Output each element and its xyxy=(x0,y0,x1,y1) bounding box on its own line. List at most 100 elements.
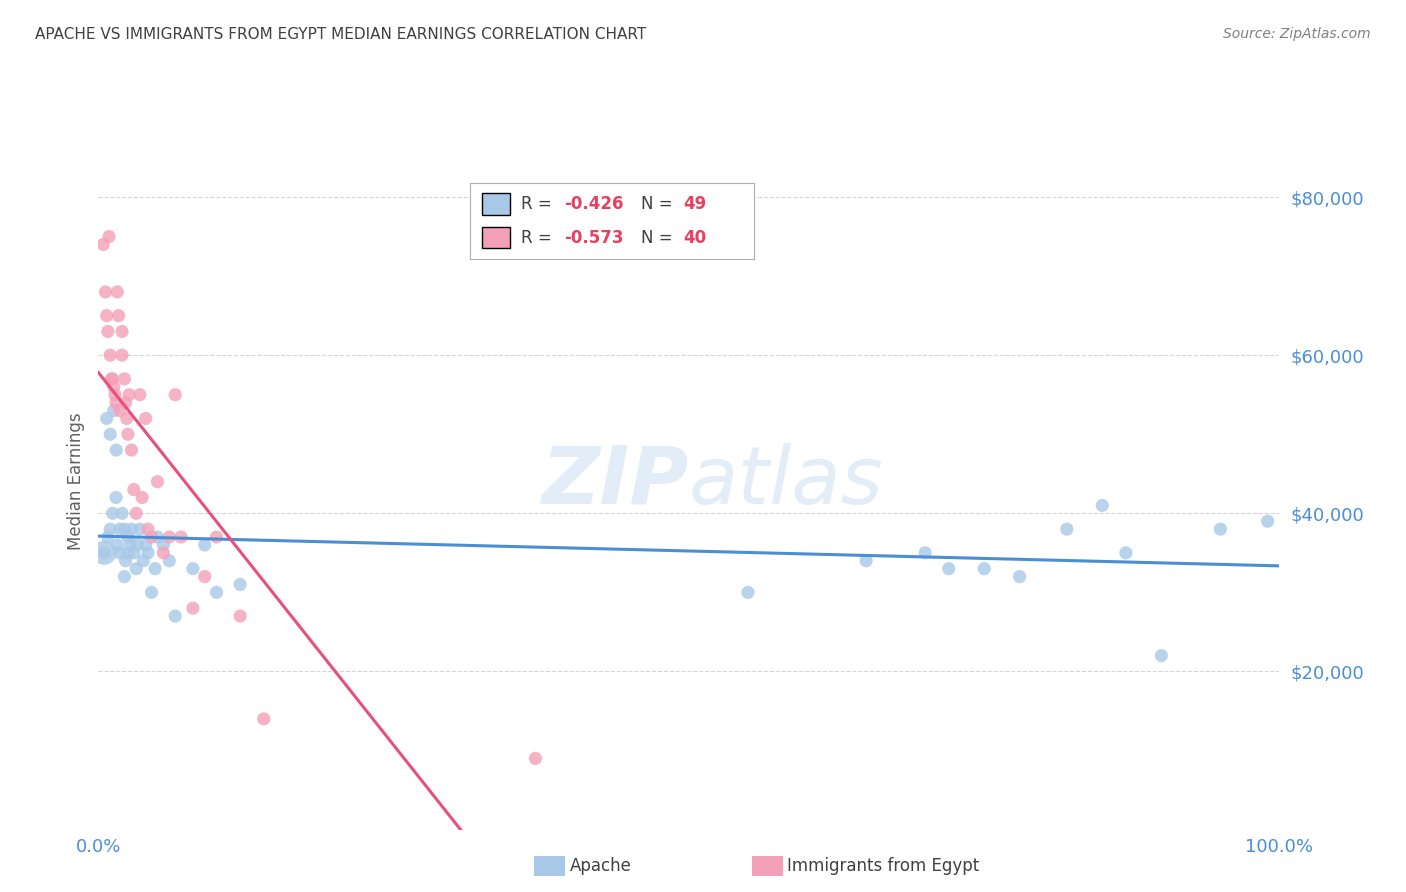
Point xyxy=(93,546,115,560)
Point xyxy=(143,562,166,576)
Point xyxy=(107,309,129,323)
Point xyxy=(111,325,134,339)
Text: N =: N = xyxy=(641,195,678,213)
Point xyxy=(91,237,114,252)
Point xyxy=(1115,546,1137,560)
Point xyxy=(115,411,138,425)
Point xyxy=(100,372,122,386)
Point xyxy=(103,403,125,417)
Point xyxy=(128,388,150,402)
Point xyxy=(122,483,145,497)
Point xyxy=(1008,569,1031,583)
Point xyxy=(114,395,136,409)
Text: -0.573: -0.573 xyxy=(564,228,623,246)
Point xyxy=(111,348,134,362)
Point xyxy=(108,522,131,536)
Text: 49: 49 xyxy=(683,195,706,213)
Point xyxy=(165,609,187,624)
Point xyxy=(112,372,135,386)
Point xyxy=(855,554,877,568)
Text: APACHE VS IMMIGRANTS FROM EGYPT MEDIAN EARNINGS CORRELATION CHART: APACHE VS IMMIGRANTS FROM EGYPT MEDIAN E… xyxy=(35,27,647,42)
Point xyxy=(205,530,228,544)
Point xyxy=(118,388,141,402)
Point xyxy=(141,585,163,599)
Point xyxy=(97,530,120,544)
Point xyxy=(121,443,143,458)
Point xyxy=(170,530,193,544)
Text: atlas: atlas xyxy=(689,442,884,521)
Text: Immigrants from Egypt: Immigrants from Egypt xyxy=(787,857,980,875)
Point xyxy=(194,538,217,552)
Point xyxy=(132,554,155,568)
Point xyxy=(1091,499,1114,513)
Point xyxy=(108,403,131,417)
Point xyxy=(146,475,169,489)
Point xyxy=(105,285,128,299)
Point xyxy=(157,554,180,568)
Point xyxy=(229,609,252,624)
Point xyxy=(117,530,139,544)
Point xyxy=(157,530,180,544)
Point xyxy=(103,380,125,394)
Point xyxy=(96,309,118,323)
Point xyxy=(128,522,150,536)
Point xyxy=(1257,514,1279,528)
Point xyxy=(973,562,995,576)
Point xyxy=(105,395,128,409)
FancyBboxPatch shape xyxy=(482,227,510,248)
Y-axis label: Median Earnings: Median Earnings xyxy=(66,413,84,550)
Point xyxy=(938,562,960,576)
Point xyxy=(146,530,169,544)
Point xyxy=(101,372,124,386)
Point xyxy=(1209,522,1232,536)
Point xyxy=(104,388,127,402)
Point xyxy=(112,569,135,583)
Point xyxy=(105,538,128,552)
Point xyxy=(229,577,252,591)
Point xyxy=(253,712,276,726)
Point xyxy=(181,601,204,615)
Point xyxy=(205,585,228,599)
Point xyxy=(194,569,217,583)
Point xyxy=(101,506,124,520)
Point xyxy=(121,522,143,536)
Point xyxy=(914,546,936,560)
Point xyxy=(97,325,120,339)
Point xyxy=(117,427,139,442)
Point xyxy=(125,562,148,576)
Text: R =: R = xyxy=(522,195,557,213)
Point xyxy=(105,443,128,458)
Text: Source: ZipAtlas.com: Source: ZipAtlas.com xyxy=(1223,27,1371,41)
Point xyxy=(136,546,159,560)
Point xyxy=(524,751,547,765)
Point xyxy=(135,411,157,425)
Point xyxy=(117,546,139,560)
Point xyxy=(1056,522,1078,536)
Text: 40: 40 xyxy=(683,228,706,246)
Point xyxy=(98,427,121,442)
Point xyxy=(98,348,121,362)
Point xyxy=(111,506,134,520)
Point xyxy=(181,562,204,576)
Point xyxy=(108,546,131,560)
Point xyxy=(127,538,149,552)
Point xyxy=(125,506,148,520)
Point xyxy=(141,530,163,544)
Point xyxy=(165,388,187,402)
Point xyxy=(105,491,128,505)
Point xyxy=(93,546,115,560)
Text: -0.426: -0.426 xyxy=(564,195,623,213)
Point xyxy=(94,285,117,299)
Point xyxy=(152,538,174,552)
Point xyxy=(135,538,157,552)
Text: ZIP: ZIP xyxy=(541,442,689,521)
Point xyxy=(131,491,153,505)
Point xyxy=(96,411,118,425)
Point xyxy=(98,522,121,536)
FancyBboxPatch shape xyxy=(482,194,510,215)
Text: N =: N = xyxy=(641,228,678,246)
Point xyxy=(737,585,759,599)
Point xyxy=(152,546,174,560)
Text: R =: R = xyxy=(522,228,557,246)
Point xyxy=(120,538,142,552)
